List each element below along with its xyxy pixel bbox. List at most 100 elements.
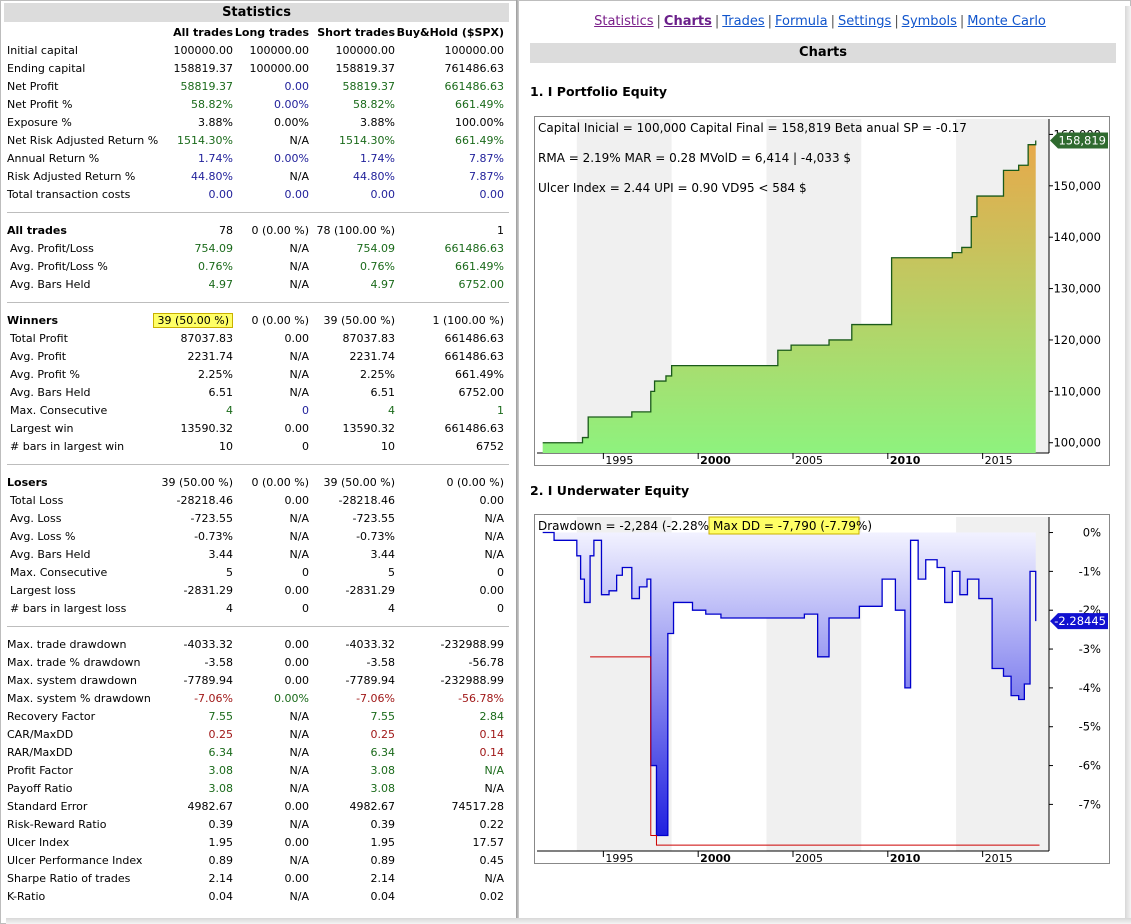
row-label: # bars in largest loss [10,602,127,615]
table-row: Winners 39 (50.00 %) 0 (0.00 %) 39 (50.00 %… [2,312,514,330]
cell-text: 0.00 [284,800,310,813]
table-row: RAR/MaxDD 6.34 N/A 6.34 0.14 [2,744,514,762]
cell-value: 0.00 [285,654,310,672]
cell-value: -3.58 [205,654,233,672]
cell-value: 44.80% [191,168,233,186]
cell-value: -0.73% [194,528,233,546]
nav-link-symbols[interactable]: Symbols [901,14,957,29]
cell-value: 100000.00 [174,42,234,60]
nav-link-monte-carlo[interactable]: Monte Carlo [967,14,1046,29]
table-row: # bars in largest win 10 0 10 6752 [2,438,514,456]
table-row: Total transaction costs 0.00 0.00 0.00 0.00 [2,186,514,204]
cell-value: 1.95 [371,834,396,852]
cell-value: N/A [290,168,309,186]
table-separator [2,618,514,636]
cell-value: 0.00 [285,330,310,348]
table-row: Payoff Ratio 3.08 N/A 3.08 N/A [2,780,514,798]
table-row: K-Ratio 0.04 N/A 0.04 0.02 [2,888,514,906]
cell-text: 2.25% [360,368,395,381]
row-label: Initial capital [7,44,78,57]
cell-value: 4 [226,402,233,420]
cell-text: -3.58 [366,656,395,669]
cell-value: 0.00 [285,834,310,852]
row-label: Total Profit [10,332,68,345]
cell-text: 4.97 [208,278,234,291]
cell-text: 0 [302,404,309,417]
cell-text: -3.58 [204,656,233,669]
cell-value: 0.25 [371,726,396,744]
cell-value: 0.14 [480,744,505,762]
cell-value: -7.06% [194,690,233,708]
cell-value: 2231.74 [350,348,396,366]
cell-text: 0.76% [198,260,233,273]
cell-text: N/A [289,512,309,525]
cell-text: -7789.94 [345,674,395,687]
cell-value: -0.73% [356,528,395,546]
cell-text: 44.80% [191,170,233,183]
cell-value: 0.00 [371,186,396,204]
cell-text: N/A [289,764,309,777]
row-label: Max. trade % drawdown [7,656,141,669]
cell-value: -232988.99 [441,672,504,690]
row-label: Avg. Loss % [10,530,76,543]
cell-value: 2.25% [360,366,395,384]
cell-text: N/A [289,728,309,741]
cell-text: 0.00 [284,674,310,687]
cell-value: 4982.67 [188,798,234,816]
cell-text: 0.00% [274,152,309,165]
cell-text: -2831.29 [345,584,395,597]
nav-link-formula[interactable]: Formula [775,14,828,29]
pane-splitter[interactable] [516,0,519,918]
cell-value: 6752.00 [459,276,505,294]
row-label: Ending capital [7,62,86,75]
cell-text: 4 [388,404,395,417]
cell-value: -2831.29 [346,582,395,600]
nav-link-statistics[interactable]: Statistics [594,14,654,29]
cell-value: 0.00 [285,492,310,510]
nav-link-charts[interactable]: Charts [663,14,712,29]
cell-value: N/A [485,510,504,528]
cell-text: 0.22 [479,818,505,831]
cell-value: 661486.63 [445,348,505,366]
cell-text: 2231.74 [187,350,234,363]
cell-text: 100000.00 [173,44,234,57]
row-label: Avg. Bars Held [10,278,91,291]
nav-link-settings[interactable]: Settings [837,14,892,29]
row-label: RAR/MaxDD [7,746,73,759]
cell-value: 6.34 [209,744,234,762]
cell-text: 4 [226,602,233,615]
table-row: Sharpe Ratio of trades 2.14 0.00 2.14 N/A [2,870,514,888]
cell-text: 661486.63 [444,350,505,363]
cell-value: 4 [388,402,395,420]
cell-value: 3.08 [209,762,234,780]
last-value-label: 158,819 [1058,133,1106,147]
table-row: Avg. Bars Held 4.97 N/A 4.97 6752.00 [2,276,514,294]
nav-separator: | [714,14,720,29]
cell-text: 661.49% [455,98,504,111]
cell-value: 661486.63 [445,420,505,438]
last-value-label: -2.28445 [1054,614,1106,628]
cell-text: 0.00 [284,188,310,201]
last-value-badge [1050,132,1108,149]
table-row: Max. trade drawdown -4033.32 0.00 -4033.32 -… [2,636,514,654]
cell-value: 100000.00 [445,42,505,60]
cell-value: 39 (50.00 %) [323,474,395,492]
cell-text: 78 [219,224,233,237]
cell-value: 0.00% [274,96,309,114]
cell-value: 58.82% [353,96,395,114]
table-row: Net Risk Adjusted Return % 1514.30% N/A 151… [2,132,514,150]
row-label: Ulcer Index [7,836,70,849]
cell-text: 3.88% [360,116,395,129]
cell-value: 0.76% [360,258,395,276]
row-label: Total Loss [10,494,64,507]
cell-value: 0.89 [209,852,234,870]
cell-value: 6.51 [371,384,396,402]
cell-text: 661486.63 [444,332,505,345]
cell-text: 0.02 [479,890,505,903]
cell-text: -723.55 [352,512,395,525]
cell-value: -723.55 [191,510,233,528]
cell-value: N/A [290,258,309,276]
nav-link-trades[interactable]: Trades [722,14,765,29]
cell-value: 754.09 [357,240,396,258]
nav-separator: | [894,14,899,29]
